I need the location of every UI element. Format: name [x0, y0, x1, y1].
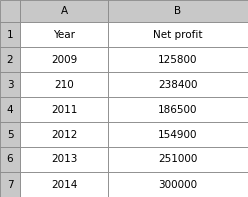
Text: 2012: 2012 [51, 129, 77, 139]
Text: 1: 1 [7, 30, 13, 40]
Bar [108, 47, 248, 72]
Text: 238400: 238400 [158, 80, 198, 89]
Text: 251000: 251000 [158, 154, 198, 164]
Text: 2014: 2014 [51, 179, 77, 190]
Text: 2009: 2009 [51, 55, 77, 64]
Bar [0, 172, 20, 197]
Text: 186500: 186500 [158, 104, 198, 114]
Bar [0, 22, 20, 47]
Bar [20, 22, 108, 47]
Bar [108, 97, 248, 122]
Text: A: A [61, 6, 67, 16]
Bar [0, 72, 20, 97]
Bar [0, 122, 20, 147]
Text: 2011: 2011 [51, 104, 77, 114]
Bar [108, 172, 248, 197]
Text: 2013: 2013 [51, 154, 77, 164]
Text: 5: 5 [7, 129, 13, 139]
Text: 2: 2 [7, 55, 13, 64]
Bar [0, 97, 20, 122]
Text: 210: 210 [54, 80, 74, 89]
Bar [0, 0, 20, 22]
Bar [20, 47, 108, 72]
Text: B: B [174, 6, 182, 16]
Bar [20, 122, 108, 147]
Bar [0, 147, 20, 172]
Bar [20, 147, 108, 172]
Bar [20, 97, 108, 122]
Text: 7: 7 [7, 179, 13, 190]
Text: Net profit: Net profit [153, 30, 203, 40]
Bar [108, 72, 248, 97]
Text: 125800: 125800 [158, 55, 198, 64]
Text: 3: 3 [7, 80, 13, 89]
Text: 300000: 300000 [158, 179, 198, 190]
Bar [0, 47, 20, 72]
Text: 6: 6 [7, 154, 13, 164]
Bar [108, 147, 248, 172]
Bar [20, 172, 108, 197]
Bar [108, 0, 248, 22]
Text: 4: 4 [7, 104, 13, 114]
Bar [108, 122, 248, 147]
Bar [20, 72, 108, 97]
Text: 154900: 154900 [158, 129, 198, 139]
Bar [108, 22, 248, 47]
Bar [20, 0, 108, 22]
Text: Year: Year [53, 30, 75, 40]
